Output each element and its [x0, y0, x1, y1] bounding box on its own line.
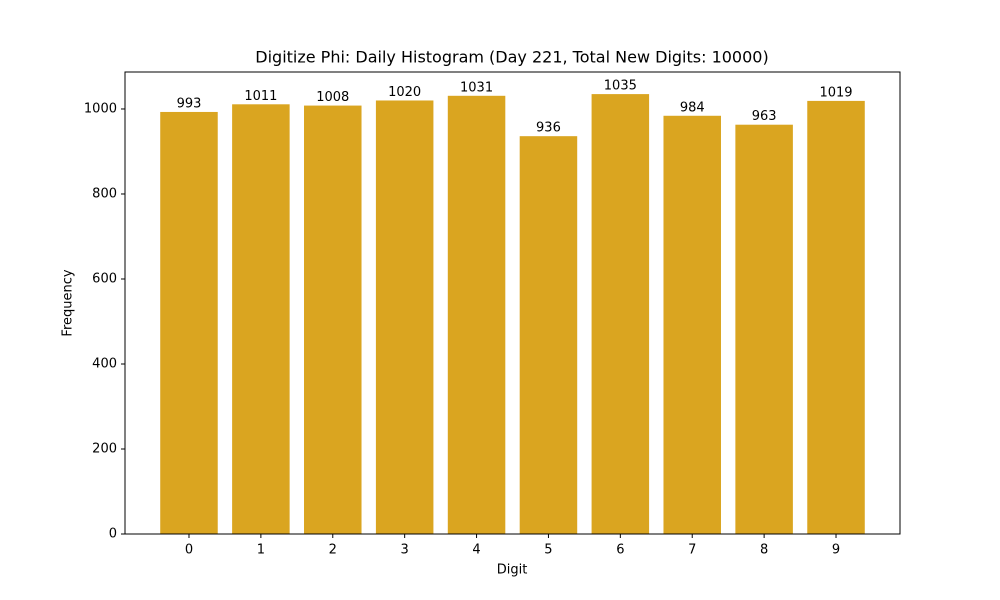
x-axis-label: Digit: [497, 563, 528, 578]
bar: [160, 111, 218, 535]
y-tick-label: 200: [92, 441, 117, 456]
x-tick-label: 2: [329, 543, 337, 558]
y-tick-label: 600: [92, 271, 117, 286]
bar: [663, 115, 721, 534]
y-tick-label: 800: [92, 186, 117, 201]
x-tick-label: 0: [185, 543, 193, 558]
value-label: 1008: [316, 90, 349, 105]
bar: [807, 100, 865, 535]
value-label: 984: [680, 100, 705, 115]
value-label: 963: [752, 109, 777, 124]
bar: [735, 124, 793, 534]
chart-title: Digitize Phi: Daily Histogram (Day 221, …: [255, 48, 768, 67]
x-tick-label: 5: [544, 543, 552, 558]
plot-frame: [124, 71, 901, 535]
bar: [591, 94, 650, 534]
y-axis-label: Frequency: [61, 269, 76, 336]
value-label: 1035: [604, 79, 637, 94]
x-tick-label: 6: [616, 543, 624, 558]
y-tick-label: 400: [92, 356, 117, 371]
x-tick-label: 3: [401, 543, 409, 558]
bar: [519, 136, 578, 534]
x-tick-label: 1: [257, 543, 265, 558]
value-label: 1019: [819, 85, 852, 100]
value-label: 1031: [460, 80, 493, 95]
x-tick-label: 8: [760, 543, 768, 558]
bar: [232, 104, 290, 534]
x-tick-label: 9: [832, 543, 840, 558]
bar: [447, 95, 506, 535]
x-tick-label: 7: [688, 543, 696, 558]
bar: [375, 100, 434, 535]
value-label: 936: [536, 121, 561, 136]
value-label: 993: [177, 96, 202, 111]
y-tick-label: 1000: [84, 101, 117, 116]
x-tick-label: 4: [472, 543, 480, 558]
bar: [304, 105, 362, 535]
value-label: 1020: [388, 85, 421, 100]
value-label: 1011: [244, 89, 277, 104]
y-tick-label: 0: [109, 527, 117, 542]
